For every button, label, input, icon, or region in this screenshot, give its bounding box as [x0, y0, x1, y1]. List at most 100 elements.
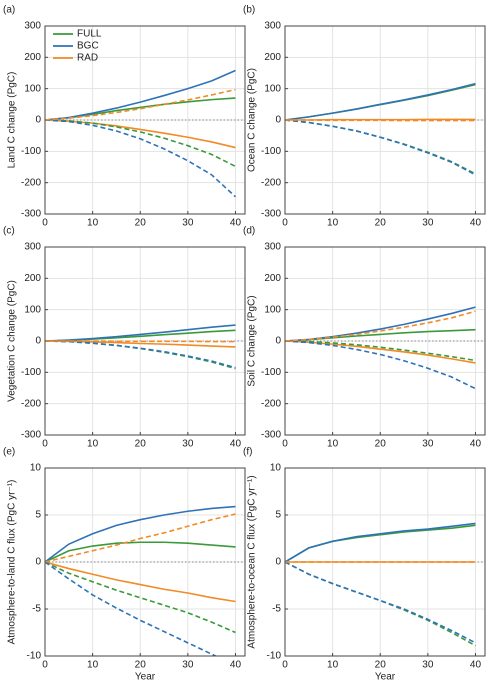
- panel-label: (c): [3, 226, 15, 237]
- series-line: [285, 310, 476, 342]
- x-tick-label: 40: [230, 218, 242, 229]
- x-tick-label: 20: [375, 218, 387, 229]
- y-tick-label: -10: [27, 651, 42, 662]
- series-line: [45, 69, 236, 121]
- y-tick-label: 0: [35, 557, 41, 568]
- series-line: [45, 119, 237, 198]
- y-tick-label: 300: [264, 21, 281, 32]
- y-tick-label: -200: [261, 177, 281, 188]
- y-tick-label: 0: [35, 115, 41, 126]
- y-tick-label: 200: [24, 52, 41, 63]
- panel: -300 -200 -100 0 100 200 300 0 10 20 30 40 (c) Vegeta…: [3, 226, 246, 450]
- y-tick-label: -200: [261, 398, 281, 409]
- x-tick-label: 0: [282, 660, 288, 671]
- panel: -10 -5 0 5 10 0 10 20 30 40 (f) Atmosphere-to-ocean…: [243, 447, 486, 680]
- x-tick-label: 10: [327, 439, 339, 450]
- plot-frame: [284, 246, 486, 436]
- x-tick-label: 40: [230, 660, 242, 671]
- series-line: [45, 119, 236, 149]
- legend-label: FULL: [77, 29, 102, 40]
- panel: -300 -200 -100 0 100 200 300 0 10 20 30 40 (d) Soil C…: [243, 226, 486, 450]
- panel-label: (f): [243, 447, 252, 458]
- series-line: [285, 522, 476, 563]
- x-tick-label: 0: [42, 660, 48, 671]
- plot-frame: [44, 25, 246, 215]
- plot-frame: [44, 467, 246, 657]
- series-group: [45, 69, 237, 198]
- series-line: [45, 340, 236, 370]
- series-group: [45, 505, 236, 656]
- y-tick-label: -5: [32, 604, 41, 615]
- y-axis-label: Atmosphere-to-land C flux (PgC yr⁻¹): [7, 480, 18, 645]
- x-tick-label: 20: [375, 660, 387, 671]
- y-axis-label: Soil C change (PgC): [247, 295, 258, 386]
- x-tick-label: 30: [422, 660, 434, 671]
- series-line: [45, 505, 236, 563]
- x-tick-label: 20: [135, 218, 147, 229]
- series-line: [285, 340, 476, 364]
- y-tick-label: 300: [264, 242, 281, 253]
- series-line: [45, 324, 236, 342]
- series-group: [285, 522, 476, 647]
- series-line: [285, 118, 476, 121]
- series-group: [285, 306, 476, 390]
- panel-label: (a): [3, 5, 15, 16]
- series-line: [45, 340, 236, 369]
- x-tick-label: 0: [282, 218, 288, 229]
- y-tick-label: -5: [272, 604, 281, 615]
- y-tick-label: -100: [21, 146, 41, 157]
- legend-label: RAD: [77, 53, 98, 64]
- series-line: [45, 561, 236, 603]
- x-tick-label: 30: [182, 218, 194, 229]
- y-axis-label: Atmosphere-to-ocean C flux (PgC yr⁻¹): [247, 475, 258, 648]
- legend-label: BGC: [77, 41, 99, 52]
- series-line: [45, 340, 236, 348]
- series-line: [285, 561, 476, 644]
- panel: -300 -200 -100 0 100 200 300 0 10 20 30 40 (b) Ocean …: [243, 5, 486, 229]
- x-tick-label: 40: [470, 439, 482, 450]
- y-tick-label: 200: [264, 273, 281, 284]
- y-tick-label: 100: [264, 304, 281, 315]
- series-line: [45, 513, 236, 563]
- y-tick-label: 10: [30, 463, 42, 474]
- y-axis-label: Vegetation C change (PgC): [7, 280, 18, 402]
- series-line: [285, 340, 476, 390]
- y-tick-label: 100: [264, 83, 281, 94]
- y-tick-label: 200: [264, 52, 281, 63]
- plot-frame: [44, 246, 246, 436]
- y-tick-label: 0: [275, 336, 281, 347]
- x-tick-label: 10: [87, 439, 99, 450]
- y-axis-label: Ocean C change (PgC): [247, 68, 258, 172]
- x-tick-label: 0: [42, 218, 48, 229]
- series-group: [45, 324, 236, 370]
- y-tick-label: 5: [35, 510, 41, 521]
- x-tick-label: 0: [282, 439, 288, 450]
- y-tick-label: -300: [21, 430, 41, 441]
- x-tick-label: 30: [422, 439, 434, 450]
- series-line: [45, 541, 236, 563]
- x-tick-label: 30: [182, 439, 194, 450]
- y-tick-label: -300: [261, 430, 281, 441]
- y-tick-label: 300: [24, 21, 41, 32]
- y-tick-label: 0: [35, 336, 41, 347]
- y-tick-label: 100: [24, 83, 41, 94]
- panel-label: (b): [243, 5, 255, 16]
- x-axis-label: Year: [375, 672, 396, 680]
- y-tick-label: -200: [21, 177, 41, 188]
- y-tick-label: -200: [21, 398, 41, 409]
- y-axis-label: Land C change (PgC): [7, 72, 18, 169]
- x-tick-label: 20: [375, 439, 387, 450]
- y-tick-label: 100: [24, 304, 41, 315]
- y-tick-label: -300: [261, 209, 281, 220]
- panel: -300 -200 -100 0 100 200 300 0 10 20 30 40 (a) Land C…: [3, 5, 246, 229]
- x-tick-label: 10: [327, 660, 339, 671]
- y-tick-label: -100: [21, 367, 41, 378]
- y-tick-label: 5: [275, 510, 281, 521]
- x-tick-label: 30: [182, 660, 194, 671]
- x-tick-label: 40: [470, 218, 482, 229]
- x-tick-label: 10: [87, 218, 99, 229]
- x-tick-label: 30: [422, 218, 434, 229]
- series-line: [45, 119, 236, 168]
- x-tick-label: 20: [135, 439, 147, 450]
